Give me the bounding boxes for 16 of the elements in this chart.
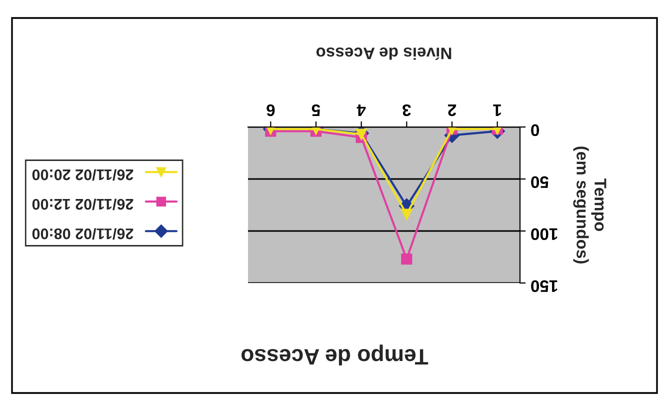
x-tick-label: 6: [266, 104, 275, 116]
y-tick-label: 50: [531, 176, 548, 188]
y-axis-title: Tempo (em segundos): [573, 146, 606, 264]
legend-label: 26/11/02 08:00: [32, 228, 134, 240]
x-axis-title: Níveis de Acesso: [316, 48, 452, 60]
x-tick-label: 3: [402, 104, 411, 116]
legend-label: 26/11/02 12:00: [32, 198, 134, 210]
x-tick-label: 2: [448, 104, 456, 116]
y-tick-label: 150: [531, 280, 558, 292]
legend-label: 26/11/02 20:00: [32, 169, 134, 181]
x-tick-label: 5: [312, 104, 320, 116]
y-tick-label: 0: [531, 124, 540, 136]
x-tick-label: 1: [493, 104, 501, 116]
x-tick-label: 4: [356, 104, 366, 116]
text: Tempo de Acesso: [242, 344, 428, 366]
y-tick-label: 100: [531, 228, 558, 240]
